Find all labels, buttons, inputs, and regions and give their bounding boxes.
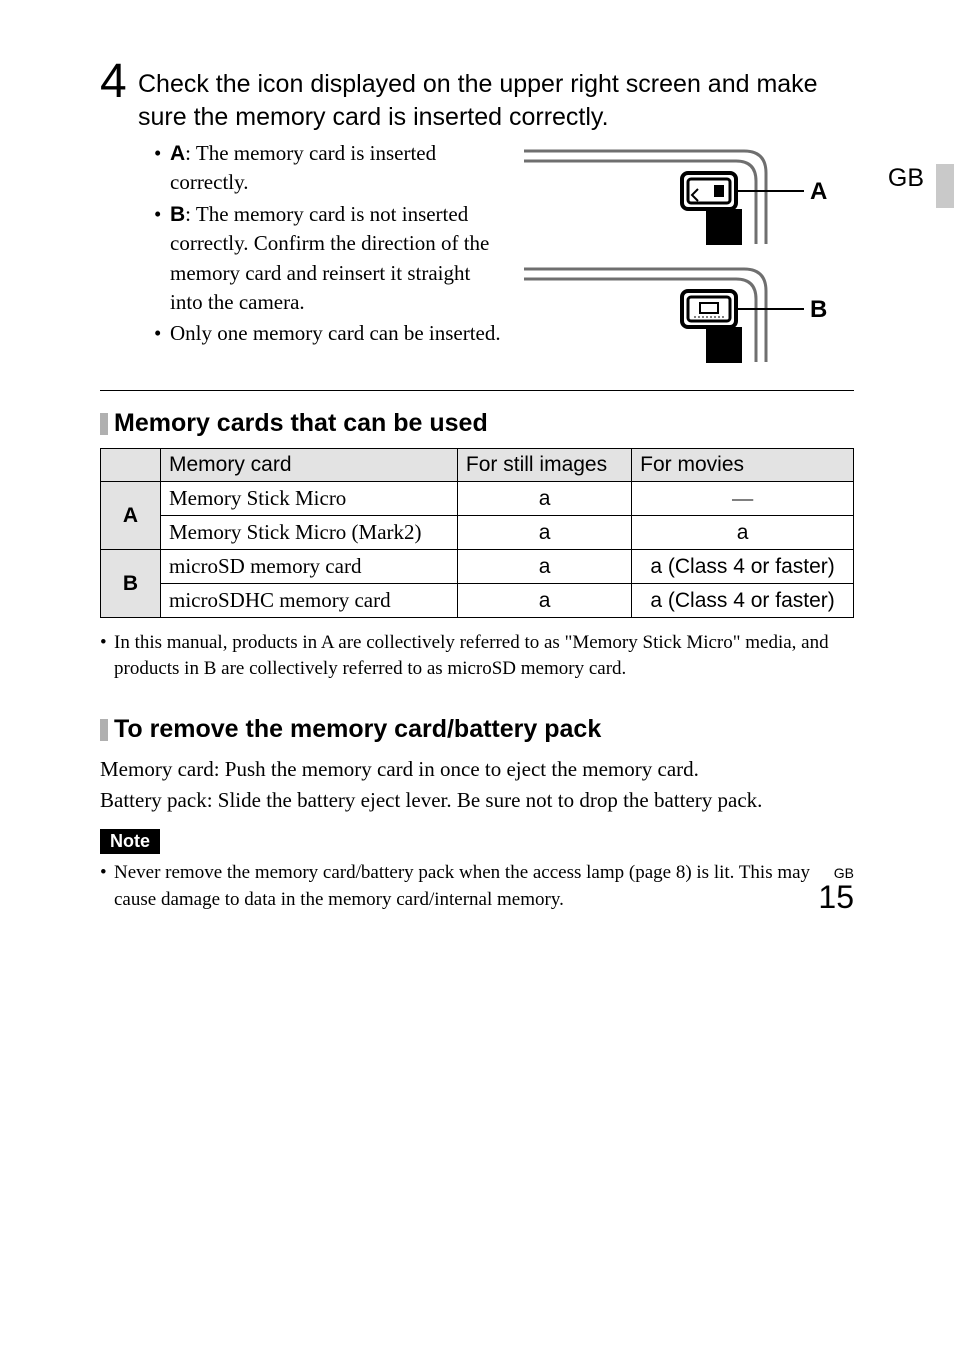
step-number: 4: [100, 58, 130, 106]
cell-movie-2: a (Class 4 or faster): [632, 550, 854, 584]
bullet-b: B: The memory card is not inserted corre…: [154, 200, 504, 318]
cell-still-1: a: [457, 516, 631, 550]
section1-title: Memory cards that can be used: [114, 409, 488, 438]
table-row: Memory Stick Micro (Mark2) a a: [101, 516, 854, 550]
bullet-only-one: Only one memory card can be inserted.: [154, 319, 504, 348]
step-bullets: A: The memory card is inserted correctly…: [140, 139, 504, 349]
section2-line1: Memory card: Push the memory card in onc…: [100, 754, 854, 784]
cell-name-1: Memory Stick Micro (Mark2): [161, 516, 458, 550]
section2-title: To remove the memory card/battery pack: [114, 715, 601, 744]
group-b-label: B: [101, 550, 161, 618]
divider-1: [100, 390, 854, 391]
bullet-only-one-text: Only one memory card can be inserted.: [170, 321, 501, 345]
th-blank: [101, 449, 161, 482]
diagram-b-group: B: [524, 269, 827, 363]
bullet-a-text: : The memory card is inserted correctly.: [170, 141, 436, 194]
cell-name-3: microSDHC memory card: [161, 584, 458, 618]
cell-movie-3: a (Class 4 or faster): [632, 584, 854, 618]
table-row: A Memory Stick Micro a —: [101, 482, 854, 516]
bullet-b-label: B: [170, 203, 185, 226]
cell-movie-0: —: [632, 482, 854, 516]
table-row: microSDHC memory card a a (Class 4 or fa…: [101, 584, 854, 618]
memory-card-table: Memory card For still images For movies …: [100, 448, 854, 618]
diagram-svg: A B: [514, 139, 854, 369]
page-footer: GB 15: [818, 865, 854, 913]
note-label: Note: [100, 829, 160, 854]
heading-bar-icon: [100, 719, 108, 741]
diagram-b-label: B: [810, 296, 827, 323]
cell-still-2: a: [457, 550, 631, 584]
diagram-a-group: A: [524, 151, 827, 245]
section2-body: Memory card: Push the memory card in onc…: [100, 754, 854, 815]
cell-name-2: microSD memory card: [161, 550, 458, 584]
section2-line2: Battery pack: Slide the battery eject le…: [100, 785, 854, 815]
heading-bar-icon: [100, 413, 108, 435]
spacer: [100, 681, 854, 715]
bullet-b-text: : The memory card is not inserted correc…: [170, 202, 489, 314]
table-row: B microSD memory card a a (Class 4 or fa…: [101, 550, 854, 584]
page-container: 4 Check the icon displayed on the upper …: [0, 0, 954, 953]
step-text: A: The memory card is inserted correctly…: [140, 139, 504, 374]
group-a-label: A: [101, 482, 161, 550]
bullet-a-label: A: [170, 142, 185, 165]
cell-name-0: Memory Stick Micro: [161, 482, 458, 516]
section1-note: In this manual, products in A are collec…: [100, 630, 854, 681]
cell-movie-1: a: [632, 516, 854, 550]
diagram-a-label: A: [810, 178, 827, 205]
th-movies: For movies: [632, 449, 854, 482]
cell-still-0: a: [457, 482, 631, 516]
step-body: A: The memory card is inserted correctly…: [100, 139, 854, 374]
section1-heading: Memory cards that can be used: [100, 409, 854, 438]
bullet-a: A: The memory card is inserted correctly…: [154, 139, 504, 198]
side-tab: [936, 164, 954, 208]
side-tab-label: GB: [888, 164, 924, 193]
th-memory-card: Memory card: [161, 449, 458, 482]
section2-heading: To remove the memory card/battery pack: [100, 715, 854, 744]
memory-card-diagram: A B: [514, 139, 854, 374]
th-still: For still images: [457, 449, 631, 482]
note-text: Never remove the memory card/battery pac…: [100, 860, 854, 913]
table-header-row: Memory card For still images For movies: [101, 449, 854, 482]
footer-page-number: 15: [818, 881, 854, 913]
cell-still-3: a: [457, 584, 631, 618]
step-heading: Check the icon displayed on the upper ri…: [138, 68, 854, 133]
step-4-row: 4 Check the icon displayed on the upper …: [100, 58, 854, 133]
